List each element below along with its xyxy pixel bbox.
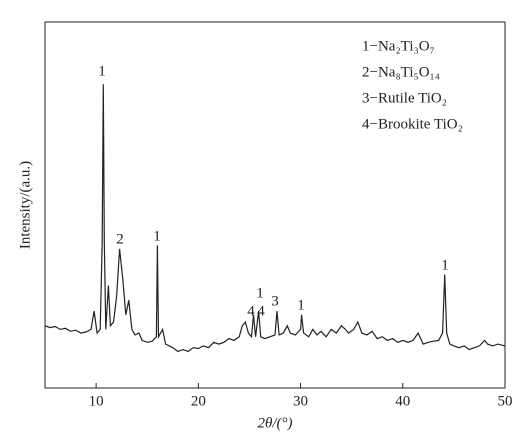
x-tick-label: 50 xyxy=(498,393,513,409)
peak-label: 1 xyxy=(297,297,305,313)
peak-label: 1 xyxy=(256,285,264,301)
peak-label: 1 xyxy=(98,63,106,79)
x-tick-label: 30 xyxy=(293,393,308,409)
legend-entry: 1−Na₂Ti₃O₇ xyxy=(362,38,435,54)
x-tick-label: 10 xyxy=(89,393,104,409)
plot-frame xyxy=(44,21,506,389)
x-tick-label: 40 xyxy=(395,393,410,409)
x-axis-label: 2θ/(°) xyxy=(257,415,292,431)
y-axis-label: Intensity/(a.u.) xyxy=(17,161,33,249)
peak-label: 1 xyxy=(153,228,161,244)
peak-label: 4 xyxy=(247,303,255,319)
legend-entry: 3−Rutile TiO₂ xyxy=(362,90,447,106)
peak-label: 4 xyxy=(257,303,265,319)
peak-label: 2 xyxy=(116,231,124,247)
peak-label: 1 xyxy=(441,257,449,273)
x-tick-label: 20 xyxy=(191,393,206,409)
legend-entry: 4−Brookite TiO₂ xyxy=(362,116,463,132)
series-line xyxy=(44,84,506,353)
peak-label: 3 xyxy=(271,293,279,309)
legend-entry: 2−Na₈Ti₅O₁₄ xyxy=(362,64,440,80)
